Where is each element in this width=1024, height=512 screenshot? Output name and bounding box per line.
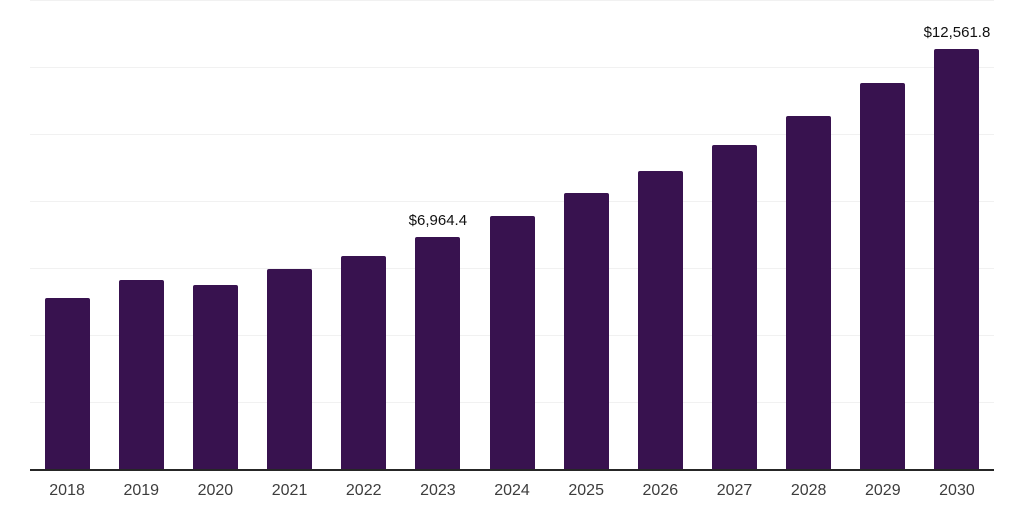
x-tick-2029: 2029 [865, 482, 901, 499]
bar-2024[interactable] [489, 215, 535, 470]
bar-2029[interactable] [860, 83, 906, 470]
bar-2022[interactable] [341, 255, 387, 470]
bar-2027[interactable] [711, 145, 757, 470]
bar-slot-2029 [846, 0, 920, 470]
x-axis-line [30, 469, 994, 471]
bar-2021[interactable] [267, 269, 313, 470]
bar-series: $6,964.4 $12,561.8 [30, 0, 994, 470]
gridline-8000 [30, 201, 994, 202]
bar-slot-2030: $12,561.8 [920, 0, 994, 470]
gridline-12000 [30, 67, 994, 68]
bar-slot-2024 [475, 0, 549, 470]
bar-slot-2019 [104, 0, 178, 470]
bar-2025[interactable] [563, 193, 609, 470]
bar-2018[interactable] [44, 298, 90, 470]
x-tick-2030: 2030 [939, 482, 975, 499]
x-tick-2026: 2026 [642, 482, 679, 499]
x-tick-2028: 2028 [790, 482, 827, 499]
x-tick-2027: 2027 [716, 482, 753, 499]
x-tick-2019: 2019 [123, 482, 160, 499]
x-tick-2020: 2020 [197, 482, 234, 499]
bar-2019[interactable] [118, 280, 164, 470]
x-tick-2024: 2024 [494, 482, 530, 499]
x-tick-2018: 2018 [49, 482, 85, 499]
bar-slot-2023: $6,964.4 [401, 0, 475, 470]
x-axis-labels: 2018 2019 2020 2021 2022 2023 2024 2025 2026 2027… [30, 482, 994, 500]
bar-2023[interactable] [415, 236, 461, 470]
bar-slot-2026 [623, 0, 697, 470]
value-label-2030: $12,561.8 [923, 24, 991, 42]
bar-slot-2025 [549, 0, 623, 470]
x-tick-2021: 2021 [271, 482, 308, 499]
bar-2028[interactable] [786, 116, 832, 470]
bar-slot-2020 [178, 0, 252, 470]
bar-slot-2018 [30, 0, 104, 470]
x-tick-2025: 2025 [568, 482, 604, 499]
gridline-14000 [30, 0, 994, 1]
gridline-10000 [30, 134, 994, 135]
bar-2020[interactable] [192, 284, 238, 470]
bar-2026[interactable] [637, 171, 683, 470]
x-tick-2023: 2023 [420, 482, 456, 499]
plot-area: $6,964.4 $12,561.8 [30, 0, 994, 470]
bar-2030[interactable] [934, 49, 980, 470]
bar-slot-2021 [252, 0, 326, 470]
value-label-2023: $6,964.4 [408, 211, 468, 229]
bar-slot-2027 [697, 0, 771, 470]
x-tick-2022: 2022 [345, 482, 382, 499]
bar-slot-2022 [327, 0, 401, 470]
bar-slot-2028 [772, 0, 846, 470]
